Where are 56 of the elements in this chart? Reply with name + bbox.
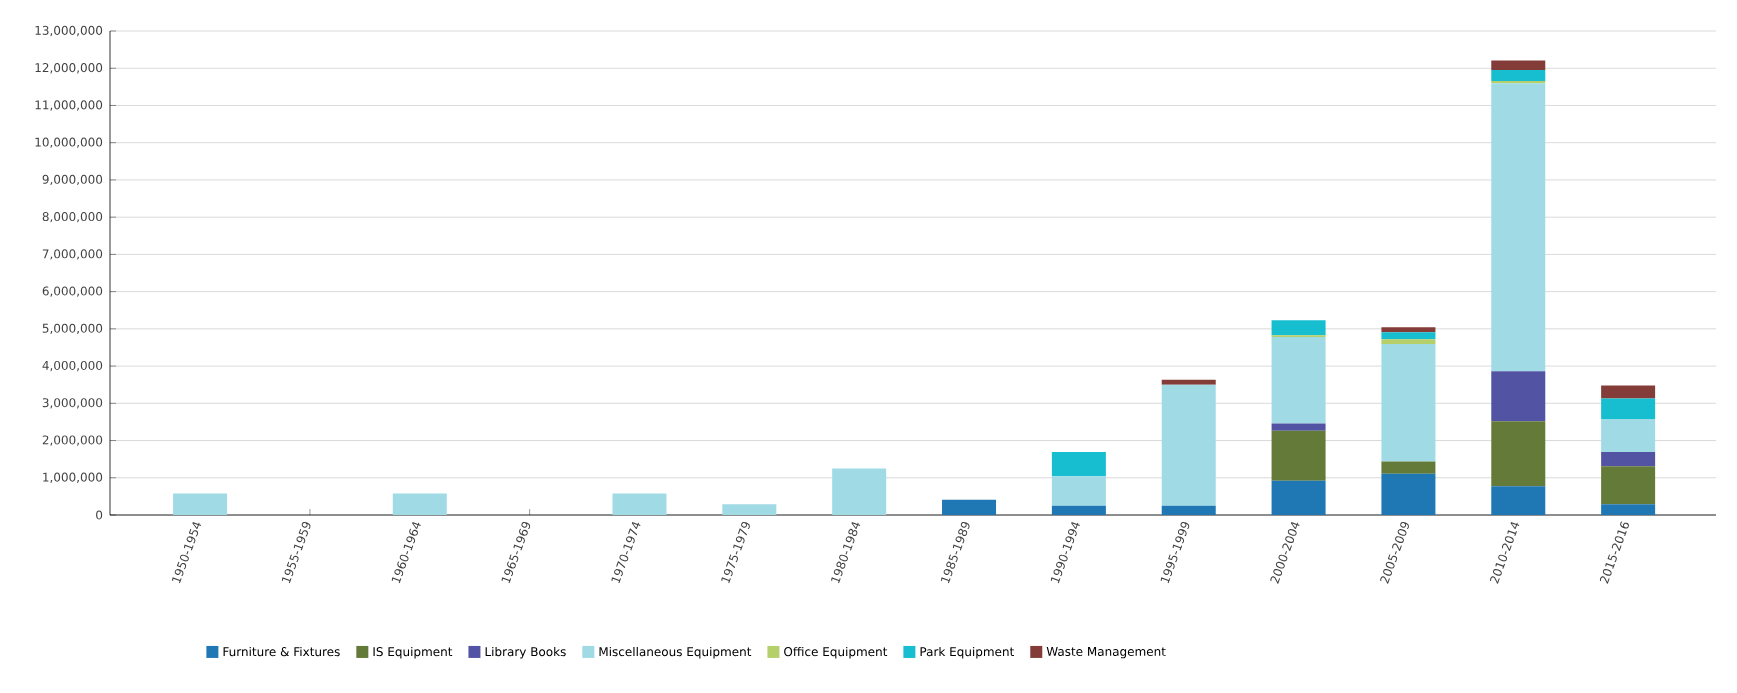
legend-label: IS Equipment (373, 646, 453, 659)
bar (1051, 505, 1106, 515)
legend-label: Park Equipment (920, 646, 1014, 659)
y-tick-label: 5,000,000 (42, 323, 103, 335)
y-tick-label: 9,000,000 (42, 174, 103, 186)
y-tick-label: 0 (96, 510, 103, 520)
y-tick-label: 3,000,000 (42, 398, 103, 409)
legend-label: Library Books (485, 646, 566, 659)
bar (1381, 332, 1436, 340)
bar (1491, 421, 1546, 487)
y-tick-label: 6,000,000 (42, 286, 103, 297)
y-tick-label: 7,000,000 (42, 249, 103, 260)
bar (1271, 320, 1326, 336)
bar (1381, 461, 1436, 474)
bar (1381, 344, 1436, 462)
bar (1051, 452, 1106, 477)
bar (1381, 473, 1436, 515)
legend-label: Waste Management (1046, 647, 1166, 659)
bar (1381, 327, 1436, 333)
y-tick-label: 13,000,000 (35, 25, 103, 37)
bar (1161, 505, 1216, 515)
bar (1271, 480, 1326, 515)
y-tick-label: 11,000,000 (35, 100, 103, 111)
bar (832, 468, 887, 515)
y-tick-label: 12,000,000 (35, 63, 103, 74)
bar (1601, 504, 1656, 515)
y-tick-label: 4,000,000 (42, 360, 103, 372)
bar (1161, 384, 1216, 506)
bar (1161, 379, 1216, 385)
bar (1601, 398, 1656, 419)
bar (1491, 70, 1546, 81)
bar (942, 499, 997, 515)
bar (1601, 385, 1656, 399)
bar (1491, 371, 1546, 422)
bar (1601, 466, 1656, 505)
bar (173, 493, 228, 515)
bar (1271, 337, 1326, 424)
bar (1381, 339, 1436, 345)
y-tick-label: 10,000,000 (35, 137, 103, 148)
bar (1271, 430, 1326, 481)
bar (1601, 418, 1656, 453)
bar (1491, 60, 1546, 71)
y-tick-label: 1,000,000 (43, 472, 103, 483)
legend-label: Office Equipment (784, 646, 888, 659)
legend-label: Furniture & Fixtures (223, 646, 340, 657)
bar (1601, 452, 1656, 467)
bar (1051, 476, 1106, 506)
legend-label: Miscellaneous Equipment (599, 646, 752, 659)
bar (612, 493, 667, 515)
bar (392, 493, 447, 515)
y-tick-label: 8,000,000 (42, 212, 103, 223)
y-tick-label: 2,000,000 (42, 435, 103, 446)
bar (1491, 486, 1546, 515)
bar (1271, 423, 1326, 431)
bar (722, 504, 777, 515)
bar (1491, 83, 1546, 372)
